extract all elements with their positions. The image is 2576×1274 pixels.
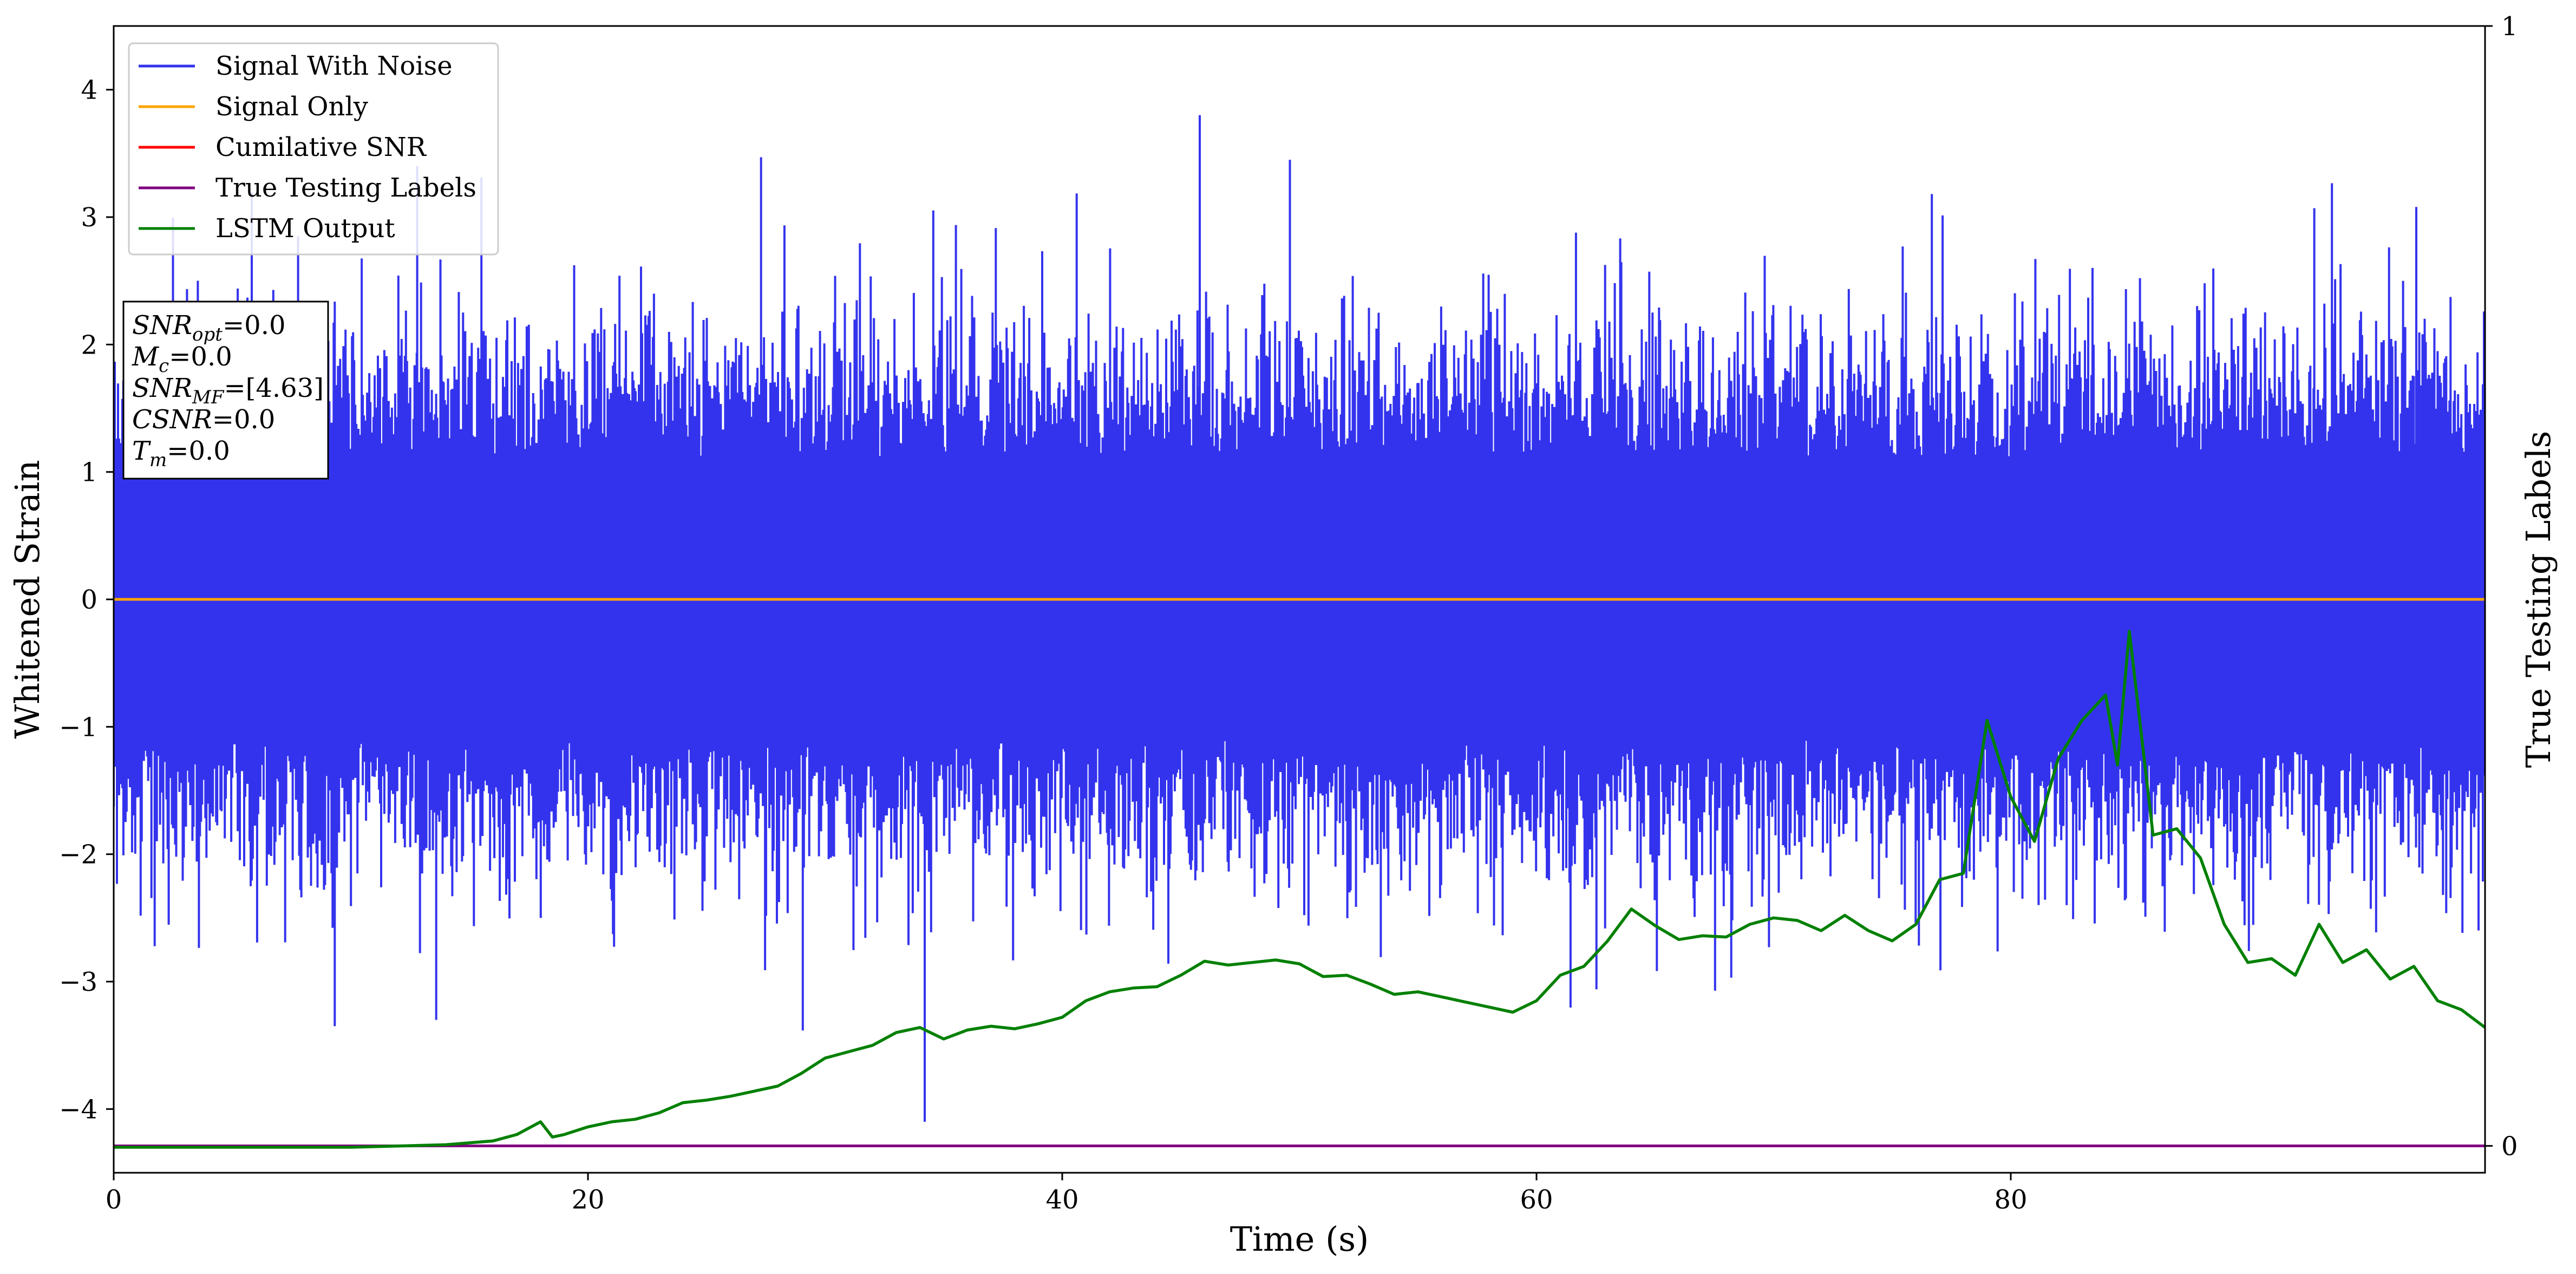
series-lstm-output xyxy=(114,630,2485,1149)
info-line: Tm=0.0 xyxy=(132,436,230,471)
y-tick-label: 4 xyxy=(81,75,97,106)
y2-tick-label: 0 xyxy=(2501,1131,2518,1161)
y-axis-title: Whitened Strain xyxy=(8,460,47,739)
y-tick-label: −3 xyxy=(59,967,97,997)
legend-items: Signal With Noise Signal Only Cumilative S… xyxy=(139,51,476,244)
legend-frame xyxy=(128,42,499,256)
y-tick-label: −2 xyxy=(59,840,97,870)
legend: Signal With Noise Signal Only Cumilative S… xyxy=(128,42,499,256)
y-tick-label: 2 xyxy=(81,330,97,360)
y-tick-label: 0 xyxy=(81,585,97,615)
y-tick-label: −1 xyxy=(59,712,97,742)
info-box-lines: SNRopt=0.0Mc=0.0SNRMF=[4.63]CSNR=0.0Tm=0… xyxy=(132,310,324,471)
x-tick-label: 20 xyxy=(571,1185,604,1215)
legend-label: Signal Only xyxy=(215,92,368,122)
x-tick-label: 0 xyxy=(106,1185,122,1215)
x-tick-label: 80 xyxy=(1994,1185,2027,1215)
y-tick-label: 3 xyxy=(81,202,97,233)
noise-trace xyxy=(114,115,2485,1122)
x-axis-title: Time (s) xyxy=(1230,1219,1369,1259)
legend-label: Signal With Noise xyxy=(215,51,453,81)
legend-label: LSTM Output xyxy=(215,213,395,244)
x-tick-label: 60 xyxy=(1520,1185,1553,1215)
y2-tick-label: 1 xyxy=(2501,11,2518,42)
legend-item-signal-with-noise: Signal With Noise xyxy=(139,51,453,81)
info-box: SNRopt=0.0Mc=0.0SNRMF=[4.63]CSNR=0.0Tm=0… xyxy=(122,300,329,480)
legend-item-true-testing-labels: True Testing Labels xyxy=(139,173,476,203)
info-line: CSNR=0.0 xyxy=(132,404,275,435)
info-line: Mc=0.0 xyxy=(132,342,232,377)
info-line: SNRopt=0.0 xyxy=(132,310,286,345)
legend-label: Cumilative SNR xyxy=(215,132,427,162)
info-box-frame xyxy=(122,300,329,480)
series-signal-with-noise xyxy=(114,115,2485,1122)
x-tick-label: 40 xyxy=(1045,1185,1078,1215)
series-lines xyxy=(114,598,2485,1149)
info-line: SNRMF=[4.63] xyxy=(132,373,324,408)
legend-label: True Testing Labels xyxy=(215,173,476,203)
y-tick-label: −4 xyxy=(59,1094,97,1125)
y2-axis-title: True Testing Labels xyxy=(2519,431,2558,768)
legend-item-cumilative-snr: Cumilative SNR xyxy=(139,132,427,162)
legend-item-signal-only: Signal Only xyxy=(139,92,368,122)
legend-item-lstm-output: LSTM Output xyxy=(139,213,395,244)
y-tick-label: 1 xyxy=(81,458,97,488)
